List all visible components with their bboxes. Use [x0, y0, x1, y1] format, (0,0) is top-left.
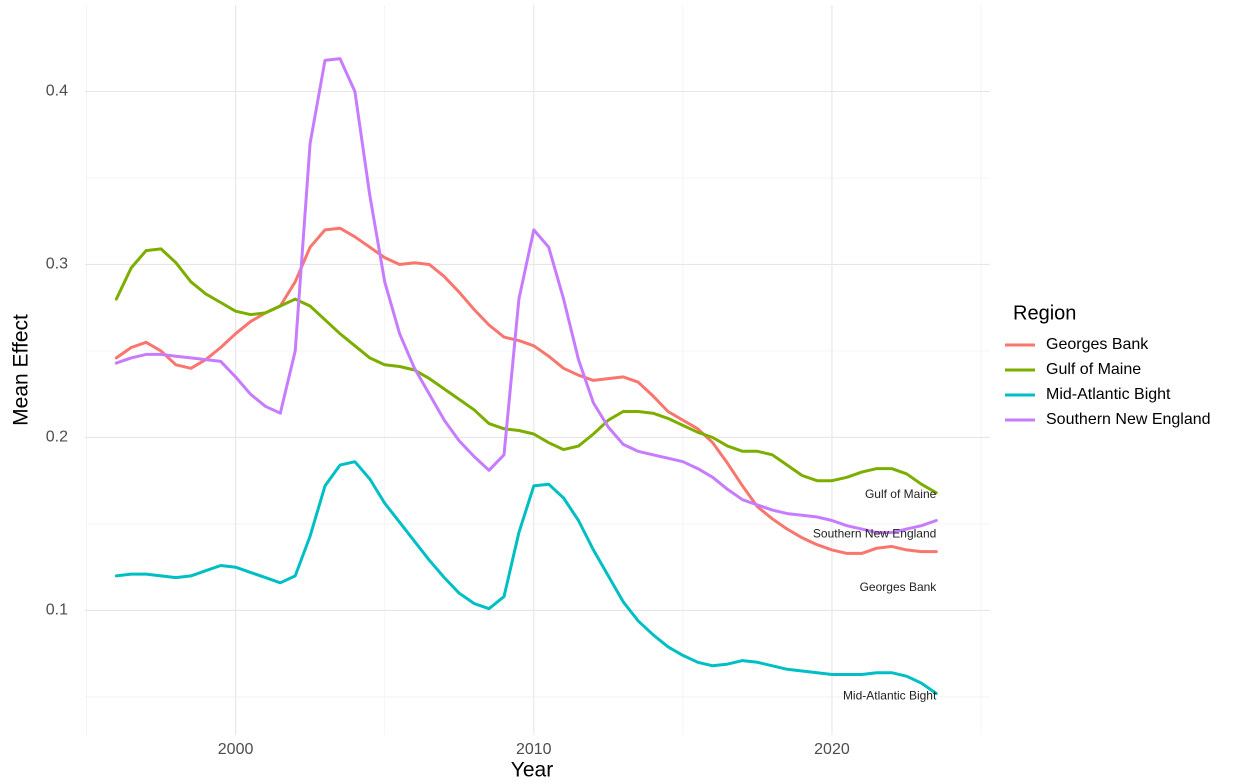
series-line	[114, 247, 938, 495]
y-tick-label: 0.4	[46, 83, 68, 100]
x-tick-label: 2010	[516, 741, 552, 758]
legend-label: Georges Bank	[1046, 336, 1149, 353]
end-label: Gulf of Maine	[865, 487, 937, 501]
legend-label: Gulf of Maine	[1046, 361, 1141, 378]
x-tick-label: 2000	[218, 741, 254, 758]
y-tick-label: 0.2	[46, 429, 68, 446]
end-label: Mid-Atlantic Bight	[843, 689, 937, 703]
end-label: Georges Bank	[860, 580, 938, 594]
legend-label: Mid-Atlantic Bight	[1046, 386, 1171, 403]
y-tick-label: 0.1	[46, 602, 68, 619]
legend-title: Region	[1013, 302, 1076, 324]
series-line	[114, 226, 938, 555]
legend-label: Southern New England	[1046, 411, 1211, 428]
series-line	[114, 460, 938, 695]
x-tick-label: 2020	[814, 741, 850, 758]
y-tick-label: 0.3	[46, 256, 68, 273]
end-label: Southern New England	[813, 527, 936, 541]
x-axis-title: Year	[511, 759, 553, 782]
y-axis-title: Mean Effect	[10, 314, 33, 426]
series-line	[114, 57, 938, 535]
